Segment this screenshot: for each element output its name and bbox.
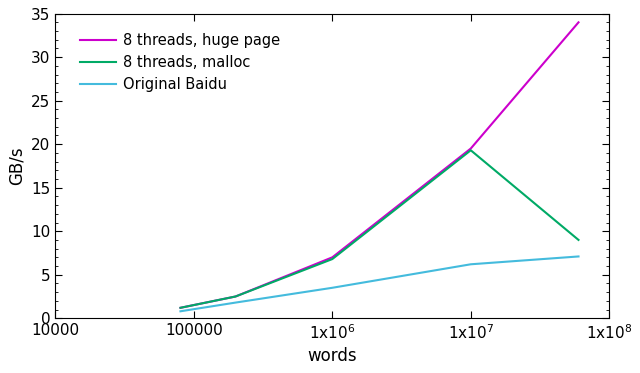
Original Baidu — [177, 309, 184, 314]
8 threads, huge page — [177, 305, 184, 310]
8 threads, huge page — [232, 294, 239, 299]
8 threads, huge page — [328, 255, 336, 260]
8 threads, huge page — [467, 146, 475, 151]
Y-axis label: GB/s: GB/s — [8, 147, 26, 185]
Original Baidu — [467, 262, 475, 267]
8 threads, malloc — [575, 238, 582, 242]
8 threads, huge page — [575, 20, 582, 25]
8 threads, malloc — [467, 148, 475, 153]
Line: 8 threads, malloc: 8 threads, malloc — [180, 150, 579, 308]
Original Baidu — [328, 286, 336, 290]
Legend: 8 threads, huge page, 8 threads, malloc, Original Baidu: 8 threads, huge page, 8 threads, malloc,… — [74, 27, 286, 98]
Original Baidu — [232, 300, 239, 305]
8 threads, malloc — [328, 257, 336, 261]
8 threads, malloc — [232, 294, 239, 299]
Line: 8 threads, huge page: 8 threads, huge page — [180, 22, 579, 308]
8 threads, malloc — [177, 305, 184, 310]
X-axis label: words: words — [307, 347, 357, 366]
Original Baidu — [575, 254, 582, 259]
Line: Original Baidu: Original Baidu — [180, 257, 579, 311]
